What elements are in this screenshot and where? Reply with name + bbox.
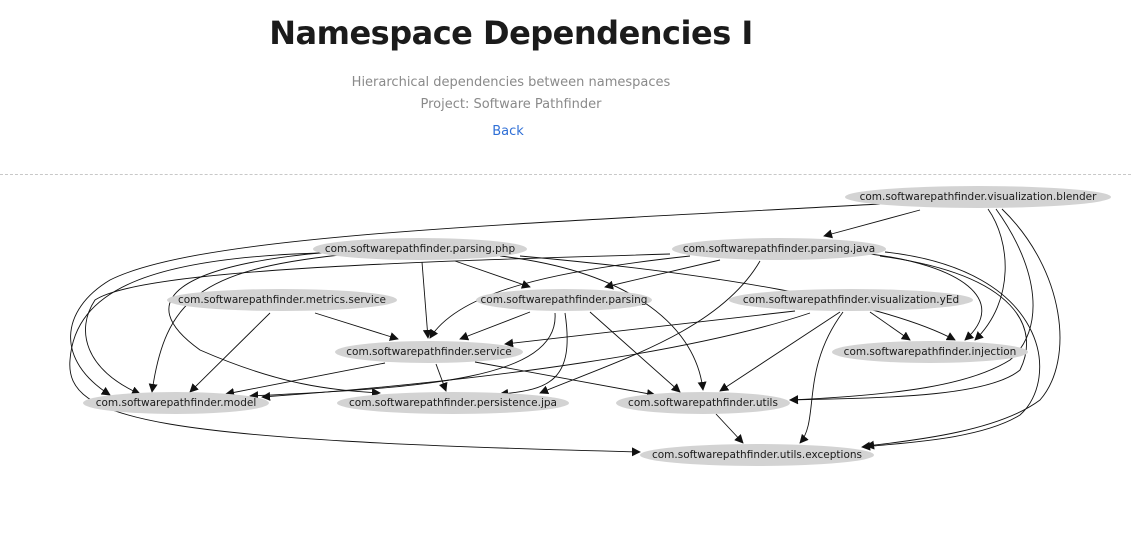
node-label: com.softwarepathfinder.service: [346, 346, 511, 358]
edge-parsing-php-to-utils-exceptions: [69, 252, 641, 457]
node-label: com.softwarepathfinder.parsing.java: [683, 243, 875, 255]
node-shape: [335, 341, 523, 363]
node-label: com.softwarepathfinder.parsing.php: [325, 243, 516, 255]
node-parsing-php[interactable]: com.softwarepathfinder.parsing.php: [313, 238, 527, 260]
edge-parsing-java-to-utils-exceptions: [861, 251, 1041, 451]
edge-metrics-service-to-service: [314, 312, 399, 341]
node-shape: [729, 289, 973, 311]
node-shape: [476, 289, 652, 311]
node-persistence-jpa[interactable]: com.softwarepathfinder.persistence.jpa: [337, 392, 569, 414]
node-shape: [845, 186, 1111, 208]
node-label: com.softwarepathfinder.utils: [628, 397, 778, 409]
edge-visualization-yed-to-service: [504, 310, 796, 348]
node-label: com.softwarepathfinder.utils.exceptions: [652, 449, 862, 461]
divider: [0, 174, 1131, 175]
edge-parsing-php-to-service: [421, 261, 432, 339]
node-shape: [832, 341, 1028, 363]
edge-visualization-yed-to-utils: [719, 311, 841, 392]
edge-parsing-php-to-model: [148, 254, 341, 393]
node-injection[interactable]: com.softwarepathfinder.injection: [832, 341, 1028, 363]
edge-parsing-php-to-parsing: [454, 260, 531, 289]
node-model[interactable]: com.softwarepathfinder.model: [83, 392, 269, 414]
node-metrics-service[interactable]: com.softwarepathfinder.metrics.service: [167, 289, 397, 311]
node-label: com.softwarepathfinder.visualization.ble…: [860, 191, 1098, 203]
edge-visualization-blender-to-model: [70, 203, 881, 396]
node-shape: [640, 444, 874, 466]
edge-parsing-java-to-model: [85, 253, 671, 395]
edge-visualization-blender-to-parsing-java: [823, 209, 921, 239]
node-shape: [313, 238, 527, 260]
edge-visualization-yed-to-utils-exceptions: [799, 311, 844, 444]
edge-parsing-php-to-persistence-jpa: [168, 251, 381, 398]
edge-parsing-java-to-persistence-jpa: [539, 260, 761, 395]
node-utils-exceptions[interactable]: com.softwarepathfinder.utils.exceptions: [640, 444, 874, 466]
edge-parsing-java-to-utils: [789, 255, 1027, 405]
edge-metrics-service-to-model: [189, 312, 271, 393]
node-visualization-yed[interactable]: com.softwarepathfinder.visualization.yEd: [729, 289, 973, 311]
edge-parsing-to-service: [459, 311, 531, 341]
node-shape: [672, 238, 886, 260]
edge-utils-to-utils-exceptions: [715, 413, 744, 444]
node-label: com.softwarepathfinder.injection: [844, 346, 1017, 358]
edge-service-to-model: [225, 362, 386, 397]
node-label: com.softwarepathfinder.metrics.service: [178, 294, 386, 306]
edge-parsing-java-to-parsing: [604, 259, 721, 290]
page-title: Namespace Dependencies I: [269, 14, 753, 52]
node-shape: [167, 289, 397, 311]
back-link[interactable]: Back: [492, 124, 524, 139]
node-label: com.softwarepathfinder.parsing: [481, 294, 648, 306]
edge-service-to-persistence-jpa: [435, 363, 448, 392]
edge-service-to-utils: [474, 361, 656, 398]
node-visualization-blender[interactable]: com.softwarepathfinder.visualization.ble…: [845, 186, 1111, 208]
node-shape: [337, 392, 569, 414]
node-label: com.softwarepathfinder.persistence.jpa: [349, 397, 557, 409]
edge-visualization-blender-to-utils: [789, 208, 1034, 405]
edge-visualization-blender-to-injection: [974, 208, 1006, 341]
edge-visualization-yed-to-injection: [869, 311, 911, 341]
node-shape: [616, 392, 790, 414]
node-utils[interactable]: com.softwarepathfinder.utils: [616, 392, 790, 414]
node-shape: [83, 392, 269, 414]
page-subtitle: Hierarchical dependencies between namesp…: [351, 75, 671, 90]
project-name: Project: Software Pathfinder: [420, 97, 602, 112]
node-parsing[interactable]: com.softwarepathfinder.parsing: [476, 289, 652, 311]
edge-parsing-to-utils: [589, 311, 681, 393]
edge-parsing-java-to-service: [429, 255, 691, 339]
node-parsing-java[interactable]: com.softwarepathfinder.parsing.java: [672, 238, 886, 260]
edge-visualization-yed-to-model: [261, 312, 811, 401]
node-label: com.softwarepathfinder.model: [96, 397, 257, 409]
node-service[interactable]: com.softwarepathfinder.service: [335, 341, 523, 363]
edge-visualization-blender-to-utils-exceptions: [865, 208, 1061, 450]
node-label: com.softwarepathfinder.visualization.yEd: [743, 294, 959, 306]
edge-parsing-php-to-injection: [519, 255, 956, 341]
